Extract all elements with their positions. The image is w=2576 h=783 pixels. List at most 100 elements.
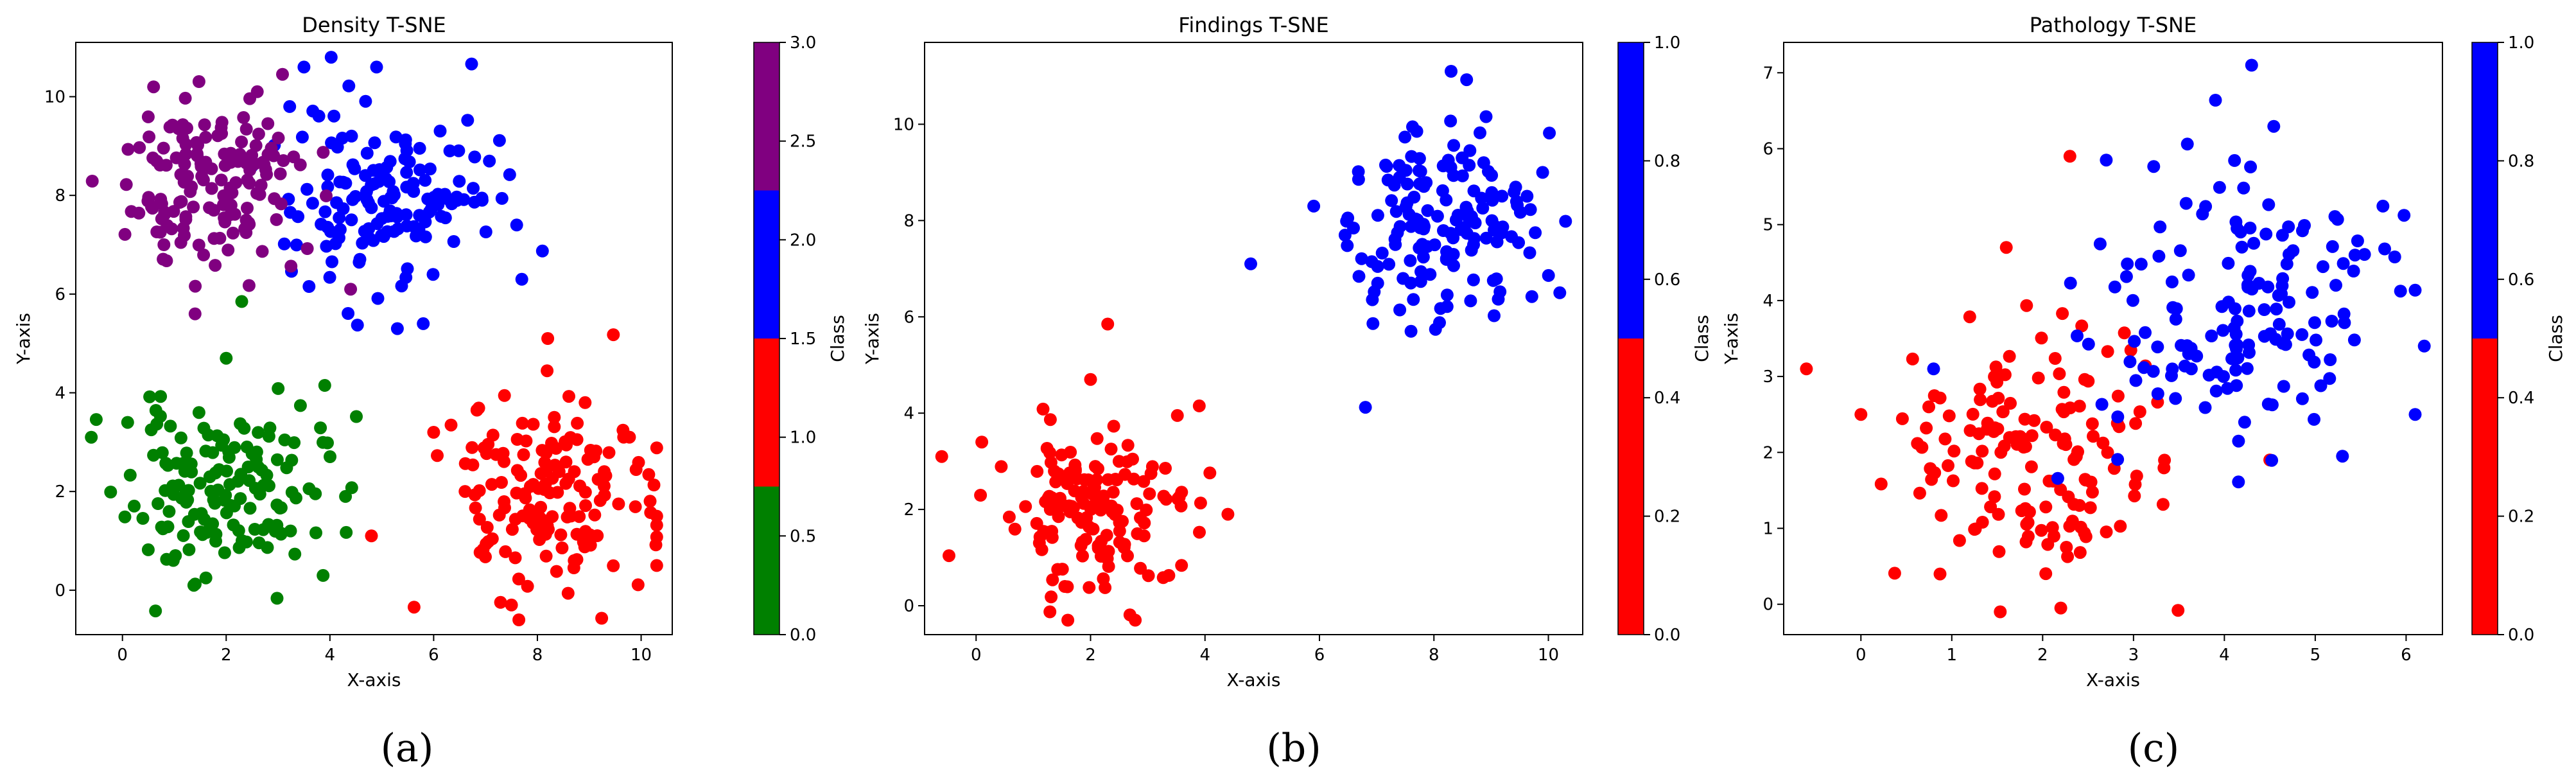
data-point: [1559, 215, 1572, 228]
data-point: [1800, 362, 1813, 376]
data-point: [1965, 455, 1978, 468]
data-point: [1099, 581, 1112, 594]
data-point: [642, 468, 656, 481]
data-point: [218, 211, 231, 225]
data-point: [1966, 407, 1980, 421]
data-point: [1440, 252, 1453, 266]
data-point: [2137, 361, 2150, 374]
data-point: [234, 492, 247, 506]
data-point: [353, 252, 367, 266]
colorbar-tick-label: 1.0: [790, 428, 816, 448]
data-point: [2261, 398, 2275, 411]
y-tick-label: 5: [1762, 216, 1773, 235]
data-point: [2024, 460, 2038, 473]
data-point: [191, 138, 204, 152]
data-point: [458, 457, 472, 470]
series-class-1: [1244, 65, 1572, 414]
data-point: [2166, 301, 2180, 314]
data-point: [2326, 240, 2339, 253]
data-point: [1106, 486, 1120, 499]
data-point: [413, 163, 426, 177]
data-point: [1193, 525, 1206, 539]
data-point: [2272, 317, 2286, 331]
data-point: [1925, 473, 1938, 486]
data-point: [1963, 310, 1976, 324]
data-point: [1192, 399, 1206, 412]
data-point: [2242, 339, 2256, 351]
data-point: [1019, 500, 1032, 513]
data-point: [118, 227, 132, 241]
data-point: [1157, 489, 1171, 503]
data-point: [2296, 224, 2309, 238]
data-point: [2057, 385, 2071, 399]
data-point: [2267, 119, 2281, 133]
data-point: [467, 182, 480, 195]
data-point: [2063, 150, 2076, 163]
data-point: [1440, 300, 1454, 313]
data-point: [2388, 251, 2401, 263]
data-point: [468, 150, 482, 164]
data-point: [2075, 319, 2089, 333]
data-point: [1927, 362, 1940, 376]
data-point: [1440, 288, 1454, 302]
colorbar-frame: [1617, 42, 1644, 635]
data-point: [1375, 247, 1389, 260]
data-point: [1393, 159, 1406, 172]
data-point: [1423, 268, 1437, 281]
data-point: [243, 474, 256, 488]
data-point: [344, 283, 358, 296]
data-point: [239, 123, 253, 136]
data-point: [1947, 474, 1960, 488]
data-point: [1431, 209, 1444, 223]
data-point: [2240, 362, 2254, 375]
data-point: [202, 428, 215, 442]
data-point: [118, 510, 132, 523]
data-point: [317, 568, 330, 582]
colorbar-tick-label: 0.8: [1654, 152, 1680, 171]
data-point: [1359, 401, 1372, 414]
data-point: [2202, 369, 2216, 382]
data-point: [427, 426, 440, 439]
data-point: [276, 67, 289, 81]
data-point: [650, 559, 663, 572]
data-point: [515, 272, 528, 286]
x-tick-label: 2: [221, 646, 232, 665]
y-tick-label: 6: [55, 285, 65, 304]
data-point: [629, 500, 642, 513]
x-axis-label: X-axis: [347, 669, 401, 691]
data-point: [1075, 516, 1088, 529]
data-point: [465, 57, 478, 71]
data-point: [214, 173, 228, 187]
data-point: [1068, 458, 1082, 471]
x-tick-label: 4: [2219, 646, 2230, 665]
data-point: [104, 486, 117, 498]
data-point: [2169, 392, 2182, 405]
data-point: [1121, 549, 1134, 563]
x-tick-label: 5: [2310, 646, 2321, 665]
data-point: [223, 478, 236, 491]
data-point: [141, 110, 155, 123]
panel-1: 0 2 4 6 8 10 0 2 4 6 8 10 Density T-SNE X-axis Y-axis 0…: [13, 13, 848, 771]
data-point: [243, 218, 256, 231]
data-point: [1947, 444, 1961, 458]
data-point: [1101, 317, 1115, 331]
data-point: [1352, 270, 1366, 283]
series-class-0: [1800, 150, 2277, 619]
chart-title: Pathology T-SNE: [2030, 13, 2197, 37]
series-class-0: [935, 317, 1235, 627]
data-point: [2039, 500, 2053, 514]
data-point: [1984, 500, 1997, 514]
data-point: [1488, 220, 1502, 233]
data-point: [1083, 581, 1096, 594]
data-point: [548, 410, 561, 424]
data-point: [482, 437, 495, 451]
data-point: [2348, 249, 2362, 262]
data-point: [2175, 339, 2188, 352]
data-point: [2242, 304, 2256, 318]
colorbar-segment: [754, 339, 779, 487]
data-point: [935, 450, 948, 463]
data-point: [241, 202, 254, 215]
series-class-1: [365, 328, 663, 626]
data-point: [442, 193, 456, 206]
data-point: [254, 179, 268, 192]
